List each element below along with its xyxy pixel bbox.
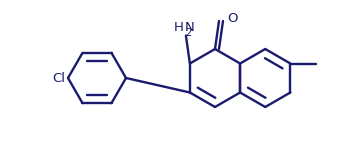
Text: N: N (185, 21, 195, 34)
Text: 2: 2 (185, 27, 192, 38)
Text: O: O (227, 12, 237, 26)
Text: H: H (174, 21, 184, 34)
Text: Cl: Cl (52, 72, 65, 84)
